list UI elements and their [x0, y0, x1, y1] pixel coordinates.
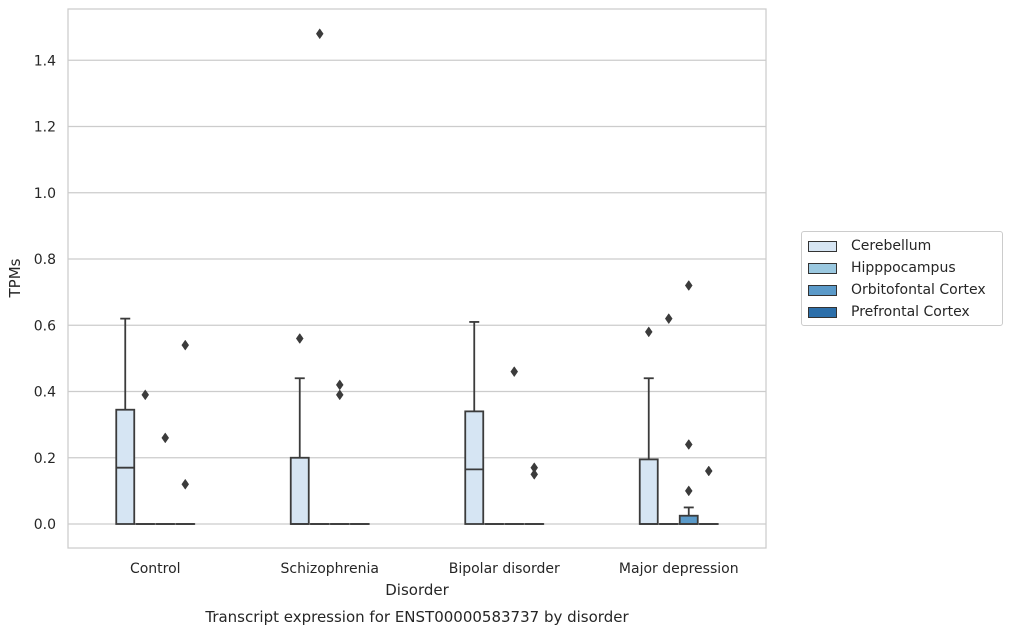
x-tick-label: Schizophrenia	[281, 561, 379, 577]
box-orbitofontal-cortex	[504, 366, 525, 525]
outlier-point	[141, 389, 150, 401]
legend-item-prefrontal: Prefrontal Cortex	[808, 303, 970, 321]
box-hipppocampus	[658, 313, 679, 525]
box-orbitofontal-cortex	[329, 379, 350, 525]
x-tick-label: Bipolar disorder	[449, 561, 560, 577]
legend-label-prefrontal: Prefrontal Cortex	[851, 304, 970, 320]
box-body	[638, 458, 659, 525]
box-orbitofontal-cortex	[678, 280, 699, 525]
chart-caption: Transcript expression for ENST0000058373…	[204, 608, 629, 626]
outlier-point	[161, 432, 170, 444]
legend-swatch-prefrontal	[808, 306, 837, 318]
box-cerebellum	[115, 317, 136, 525]
outlier-point	[295, 333, 304, 344]
plot-frame	[67, 8, 767, 549]
box-body	[678, 514, 699, 525]
outlier-point	[684, 280, 693, 291]
box-body	[464, 410, 485, 525]
legend-item-hippocampus: Hipppocampus	[808, 259, 956, 277]
outlier-point	[315, 28, 324, 40]
outlier-point	[684, 439, 693, 450]
outlier-point	[664, 313, 673, 325]
legend: Cerebellum Hipppocampus Orbitofontal Cor…	[801, 231, 1003, 326]
outlier-point	[335, 389, 344, 401]
box-prefrontal-cortex	[524, 462, 545, 525]
legend-label-hippocampus: Hipppocampus	[851, 260, 956, 276]
y-tick-label: 1.4	[34, 53, 56, 69]
outlier-point	[181, 339, 190, 351]
y-tick-label: 1.2	[34, 120, 56, 136]
outlier-point	[684, 485, 693, 497]
box-plot-layer	[115, 28, 719, 525]
y-tick-label: 0.6	[34, 318, 56, 334]
y-tick-label: 1.0	[34, 186, 56, 202]
outlier-point	[335, 379, 344, 391]
legend-swatch-orbitofrontal	[808, 284, 837, 296]
box-prefrontal-cortex	[175, 339, 196, 525]
legend-swatch-hippocampus	[808, 262, 837, 274]
x-tick-label: Control	[130, 561, 181, 577]
box-prefrontal-cortex	[698, 465, 719, 525]
y-tick-labels: 0.0 0.2 0.4 0.6 0.8 1.0 1.2 1.4	[34, 53, 56, 533]
y-tick-label: 0.0	[34, 517, 56, 533]
outlier-point	[181, 478, 190, 490]
legend-label-orbitofrontal: Orbitofontal Cortex	[851, 282, 986, 298]
legend-item-orbitofrontal: Orbitofontal Cortex	[808, 281, 986, 299]
grid-lines	[68, 59, 766, 525]
box-body	[289, 456, 310, 525]
y-tick-label: 0.8	[34, 252, 56, 268]
y-tick-label: 0.4	[34, 385, 56, 401]
y-axis-label: TPMs	[6, 258, 24, 298]
x-tick-labels: Control Schizophrenia Bipolar disorder Majo…	[130, 561, 739, 577]
legend-item-cerebellum: Cerebellum	[808, 237, 931, 255]
box-cerebellum	[464, 321, 485, 525]
box-hipppocampus	[309, 28, 330, 525]
box-cerebellum	[289, 333, 310, 525]
x-tick-label: Major depression	[619, 561, 739, 577]
box-cerebellum	[638, 326, 659, 525]
outlier-point	[530, 468, 539, 480]
box-orbitofontal-cortex	[155, 432, 176, 525]
legend-label-cerebellum: Cerebellum	[851, 238, 932, 254]
y-tick-label: 0.2	[34, 451, 56, 467]
outlier-point	[644, 326, 653, 338]
box-hipppocampus	[135, 389, 156, 525]
outlier-point	[510, 366, 519, 378]
legend-swatch-cerebellum	[808, 240, 837, 252]
x-axis-label: Disorder	[385, 581, 449, 599]
outlier-point	[704, 465, 713, 477]
